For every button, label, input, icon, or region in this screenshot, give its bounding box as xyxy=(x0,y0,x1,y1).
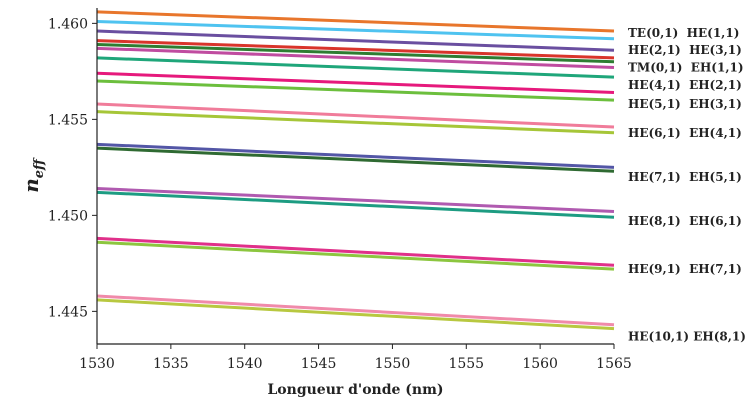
y-tick-label: 1.460 xyxy=(48,16,88,32)
mode-label: HE(8,1) EH(6,1) xyxy=(628,214,742,228)
series-line-7 xyxy=(96,56,615,79)
x-tick-label: 1560 xyxy=(522,356,558,372)
x-axis-title: Longueur d'onde (nm) xyxy=(267,382,443,398)
y-tick-label: 1.450 xyxy=(48,208,88,224)
x-ticks: 1530 1535 1540 1545 1550 1555 1560 1565 xyxy=(79,344,632,372)
y-axis-title-sub: eff xyxy=(32,157,47,178)
series-line-9 xyxy=(96,79,615,102)
mode-label: HE(6,1) EH(4,1) xyxy=(628,126,742,140)
x-tick-label: 1550 xyxy=(375,356,411,372)
mode-label: HE(7,1) EH(5,1) xyxy=(628,170,742,184)
series-line-14 xyxy=(96,186,615,214)
y-ticks: 1.445 1.450 1.455 1.460 xyxy=(48,16,97,320)
series-line-1 xyxy=(96,10,615,33)
x-tick-label: 1565 xyxy=(596,356,632,372)
y-axis-title-main: n xyxy=(19,178,43,193)
series-line-18 xyxy=(96,294,615,327)
series-line-5 xyxy=(96,42,615,64)
series-line-4 xyxy=(96,39,615,60)
series-line-6 xyxy=(96,46,615,70)
mode-annotations: TE(0,1) HE(1,1) HE(2,1) HE(3,1) TM(0,1) EH… xyxy=(628,26,746,343)
series-line-19 xyxy=(96,298,615,331)
series-line-10 xyxy=(96,102,615,129)
y-axis-title: neff xyxy=(19,157,47,193)
mode-label: HE(2,1) HE(3,1) xyxy=(628,43,742,57)
x-tick-label: 1540 xyxy=(227,356,263,372)
series-line-12 xyxy=(96,142,615,169)
series-line-3 xyxy=(96,29,615,52)
series-line-8 xyxy=(96,71,615,94)
x-tick-label: 1530 xyxy=(79,356,115,372)
x-tick-label: 1535 xyxy=(153,356,189,372)
mode-label: HE(9,1) EH(7,1) xyxy=(628,262,742,276)
series-line-13 xyxy=(96,146,615,173)
series-line-16 xyxy=(96,236,615,267)
series-line-15 xyxy=(96,190,615,219)
mode-label: HE(10,1) EH(8,1) xyxy=(628,329,746,343)
series-line-11 xyxy=(96,110,615,135)
mode-label: HE(5,1) EH(3,1) xyxy=(628,97,742,111)
mode-label: TE(0,1) HE(1,1) xyxy=(628,26,739,40)
mode-label: TM(0,1) EH(1,1) xyxy=(628,61,744,75)
series-line-17 xyxy=(96,240,615,271)
mode-label: HE(4,1) EH(2,1) xyxy=(628,78,742,92)
series-lines xyxy=(96,10,615,331)
y-tick-label: 1.445 xyxy=(48,304,88,320)
x-tick-label: 1555 xyxy=(448,356,484,372)
series-line-2 xyxy=(96,19,615,41)
x-tick-label: 1545 xyxy=(301,356,337,372)
y-tick-label: 1.455 xyxy=(48,112,88,128)
